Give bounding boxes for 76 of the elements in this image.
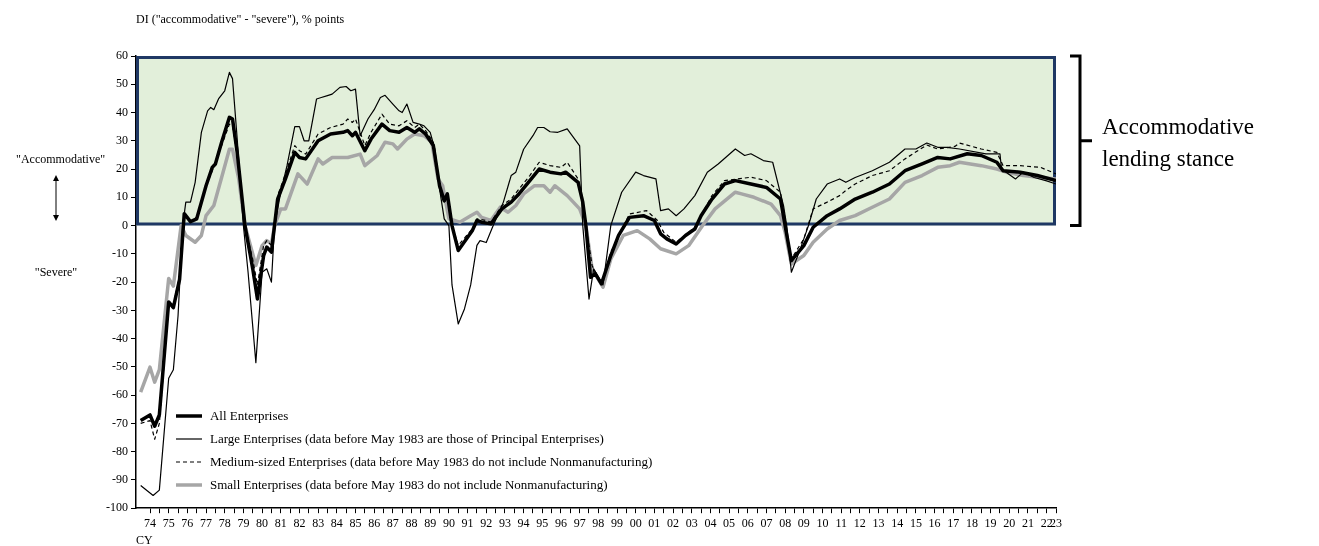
x-tick-label: 90 — [442, 515, 455, 530]
text: "Accommodative" — [16, 152, 106, 167]
x-tick-label: 02 — [667, 515, 680, 530]
text: "Severe" — [33, 265, 79, 281]
x-tick-label: 77 — [200, 515, 213, 530]
y-tick-label: 60 — [116, 48, 128, 63]
x-tick-label: 20 — [1003, 515, 1016, 530]
x-tick-label: 23 — [1050, 515, 1062, 530]
x-tick-label: 93 — [498, 515, 511, 530]
x-tick-label: 74 — [144, 515, 157, 530]
x-tick-label: 87 — [386, 515, 399, 530]
x-tick-label: 22 — [1040, 515, 1053, 530]
legend-label: Small Enterprises (data before May 1983 do not include Nonmanufacturing) — [209, 476, 608, 493]
x-tick-label: 84 — [330, 515, 343, 530]
x-tick-label: 14 — [891, 515, 904, 530]
x-tick-label: 86 — [368, 515, 381, 530]
legend-label: All Enterprises — [209, 407, 289, 424]
legend-label: Medium-sized Enterprises (data before May 1983 do not include Nonmanufacturing) — [209, 453, 653, 470]
y-axis-title: DI ("accommodative" - "severe"), % points — [135, 12, 345, 27]
x-tick-label: 05 — [723, 515, 736, 530]
y-tick-label: -60 — [112, 387, 128, 402]
x-tick-label: 09 — [797, 515, 810, 530]
y-tick-label: -30 — [112, 302, 128, 317]
y-tick-label: -80 — [112, 443, 128, 458]
x-tick-label: 98 — [592, 515, 605, 530]
x-tick-label: 91 — [461, 515, 474, 530]
x-tick-label: 11 — [835, 515, 847, 530]
x-tick-label: 21 — [1021, 515, 1034, 530]
x-tick-label: 16 — [928, 515, 941, 530]
y-tick-label: 0 — [122, 217, 128, 232]
x-tick-label: 95 — [536, 515, 549, 530]
y-tick-label: -90 — [112, 472, 128, 487]
x-tick-label: 96 — [554, 515, 567, 530]
x-tick-label: 83 — [312, 515, 325, 530]
legend-label: Large Enterprises (data before May 1983 are those of Principal Enterprises) — [209, 430, 604, 447]
x-tick-label: 97 — [573, 515, 586, 530]
x-tick-label: 80 — [256, 515, 269, 530]
x-tick-label: 19 — [984, 515, 997, 530]
x-tick-label: 75 — [162, 515, 175, 530]
x-tick-label: 03 — [685, 515, 698, 530]
x-tick-label: 92 — [480, 515, 493, 530]
y-tick-label: -20 — [112, 274, 128, 289]
x-tick-label: 79 — [237, 515, 250, 530]
x-tick-label: 82 — [293, 515, 306, 530]
band-label: Accommodative lending stance — [1102, 112, 1255, 173]
y-tick-label: -50 — [112, 359, 128, 374]
y-tick-label: 20 — [116, 161, 128, 176]
x-tick-label: 13 — [872, 515, 885, 530]
x-tick-label: 76 — [181, 515, 194, 530]
x-tick-label: 01 — [648, 515, 661, 530]
x-tick-label: 17 — [947, 515, 960, 530]
y-tick-label: 10 — [116, 189, 128, 204]
x-tick-label: 78 — [218, 515, 231, 530]
x-tick-label: 94 — [517, 515, 530, 530]
x-tick-label: 04 — [704, 515, 717, 530]
x-tick-label: 89 — [424, 515, 437, 530]
x-tick-label: 99 — [611, 515, 624, 530]
y-tick-label: 40 — [116, 104, 128, 119]
x-tick-label: 00 — [629, 515, 642, 530]
x-tick-label: 08 — [779, 515, 792, 530]
x-axis-title: CY — [136, 532, 153, 546]
y-tick-label: -70 — [112, 415, 128, 430]
x-tick-label: 85 — [349, 515, 362, 530]
y-tick-label: -10 — [112, 245, 128, 260]
x-tick-label: 12 — [853, 515, 866, 530]
x-tick-label: 06 — [741, 515, 754, 530]
y-tick-label: 30 — [116, 132, 128, 147]
y-tick-label: 50 — [116, 76, 128, 91]
x-tick-label: 81 — [274, 515, 287, 530]
x-tick-label: 15 — [909, 515, 922, 530]
x-tick-label: 10 — [816, 515, 829, 530]
x-tick-label: 07 — [760, 515, 773, 530]
y-tick-label: -100 — [106, 500, 128, 515]
x-tick-label: 18 — [965, 515, 978, 530]
x-tick-label: 88 — [405, 515, 418, 530]
y-tick-label: -40 — [112, 330, 128, 345]
